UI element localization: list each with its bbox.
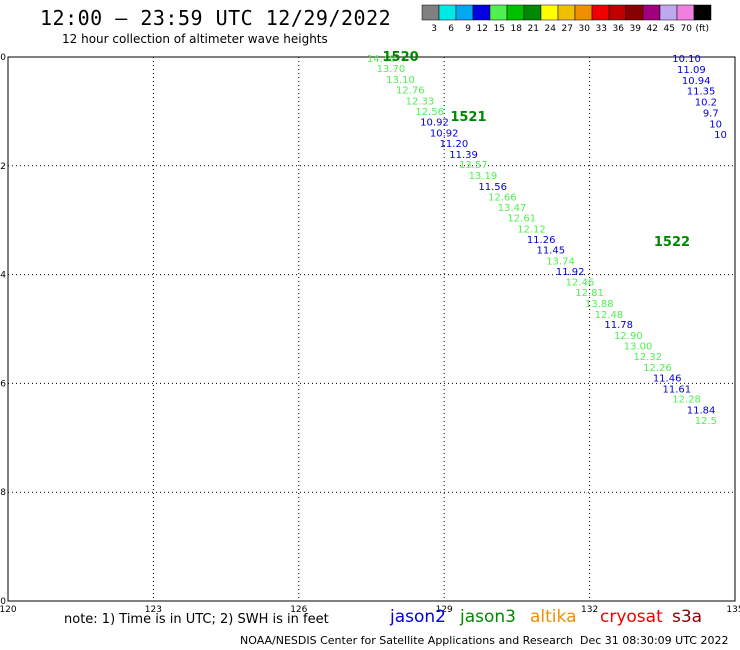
wave-height-label: 10 [709, 119, 722, 130]
wave-height-label: 11.26 [527, 235, 556, 246]
legend-label: 9 [465, 24, 471, 34]
legend-swatch [693, 4, 712, 21]
wave-height-label: 12.46 [566, 278, 595, 289]
plot-frame [7, 56, 736, 602]
wave-height-label: 13.70 [377, 64, 406, 75]
x-tick-label: 126 [290, 605, 307, 615]
y-tick-label: -58 [0, 488, 6, 498]
footer-note: note: 1) Time is in UTC; 2) SWH is in fe… [64, 612, 329, 627]
legend-label: 30 [579, 24, 591, 34]
wave-height-label: 12.48 [595, 310, 624, 321]
footer-timestamp: Dec 31 08:30:09 UTC 2022 [580, 634, 729, 647]
wave-height-label: 12.61 [507, 213, 536, 224]
wave-height-label: 12.76 [396, 86, 425, 97]
wave-height-label: 11.35 [687, 87, 716, 98]
wave-height-label: 10.10 [672, 54, 701, 65]
wave-height-label: 13.19 [469, 171, 498, 182]
wave-height-label: 10.92 [430, 129, 459, 140]
wave-height-label: 10.92 [420, 118, 449, 129]
legend-label: 6 [448, 24, 454, 34]
wave-height-label: 13.47 [498, 203, 527, 214]
legend-label: 15 [494, 24, 505, 34]
x-tick-label: 123 [145, 605, 162, 615]
legend-label: 3 [431, 24, 437, 34]
wave-height-label: 11.84 [687, 406, 716, 417]
mission-label-cryosat: cryosat [600, 607, 663, 627]
legend-label: 39 [630, 24, 642, 34]
wave-height-label: 12.81 [575, 288, 604, 299]
legend-unit: (ft) [695, 24, 709, 34]
wave-height-label: 11.46 [653, 373, 682, 384]
footer-credit: NOAA/NESDIS Center for Satellite Applica… [240, 634, 574, 647]
wave-height-label: 10.94 [682, 76, 711, 87]
time-label: 1522 [654, 235, 690, 250]
wave-height-label: 10.2 [695, 98, 717, 109]
legend-label: 24 [545, 24, 557, 34]
wave-height-label: 11.92 [556, 267, 585, 278]
wave-height-label: 12.66 [488, 192, 517, 203]
wave-height-label: 12.32 [633, 352, 662, 363]
legend-label: 36 [613, 24, 625, 34]
wave-height-label: 13.74 [546, 256, 575, 267]
legend-label: 12 [477, 24, 488, 34]
legend-label: 45 [664, 24, 675, 34]
wave-height-label: 12.5 [695, 416, 717, 427]
wave-height-label: 11.61 [663, 384, 692, 395]
y-tick-label: -54 [0, 271, 6, 281]
wave-height-label: 14.40 [367, 54, 396, 65]
wave-height-label: 12.26 [643, 363, 672, 374]
legend-label: 18 [511, 24, 523, 34]
page-subtitle: 12 hour collection of altimeter wave hei… [62, 32, 328, 46]
legend-label: 27 [562, 24, 573, 34]
y-tick-label: -56 [0, 379, 6, 389]
legend-label: 21 [528, 24, 539, 34]
x-tick-label: 129 [436, 605, 453, 615]
wave-height-label: 10 [714, 130, 727, 141]
wave-height-label: 11.09 [677, 65, 706, 76]
wave-height-label: 12.90 [614, 331, 643, 342]
wave-height-label: 13.88 [585, 299, 614, 310]
y-tick-label: -50 [0, 53, 6, 63]
mission-label-altika: altika [530, 607, 577, 627]
mission-label-jason3: jason3 [460, 607, 516, 627]
wave-height-label: 11.56 [478, 182, 507, 193]
wave-height-label: 9.7 [703, 108, 719, 119]
legend-label: 42 [647, 24, 658, 34]
wave-height-label: 13.10 [386, 75, 415, 86]
wave-height-label: 12.12 [517, 224, 546, 235]
x-tick-label: 132 [581, 605, 598, 615]
legend-label: 33 [596, 24, 607, 34]
time-label: 1521 [450, 110, 486, 125]
wave-height-label: 13.00 [624, 341, 653, 352]
legend-label: 70 [681, 24, 693, 34]
color-legend: 3 6 9 12 15 18 21 24 27 30 33 36 39 42 45 70 (ft) [421, 4, 712, 34]
wave-height-label: 12.28 [672, 395, 701, 406]
x-tick-label: 120 [0, 605, 17, 615]
wave-height-label: 11.78 [604, 320, 633, 331]
wave-height-label: 13.57 [459, 160, 488, 171]
page-title: 12:00 — 23:59 UTC 12/29/2022 [40, 6, 392, 30]
time-label: 1520 [382, 50, 418, 65]
wave-height-label: 12.56 [415, 107, 444, 118]
x-tick-label: 135 [726, 605, 740, 615]
wave-height-label: 11.39 [449, 150, 478, 161]
mission-label-s3a: s3a [672, 607, 703, 627]
y-tick-label: -60 [0, 597, 6, 607]
wave-height-label: 12.33 [406, 97, 435, 108]
wave-height-label: 11.20 [440, 139, 469, 150]
mission-label-jason2: jason2 [390, 607, 446, 627]
y-tick-label: -52 [0, 162, 6, 172]
wave-height-label: 11.45 [537, 246, 566, 257]
